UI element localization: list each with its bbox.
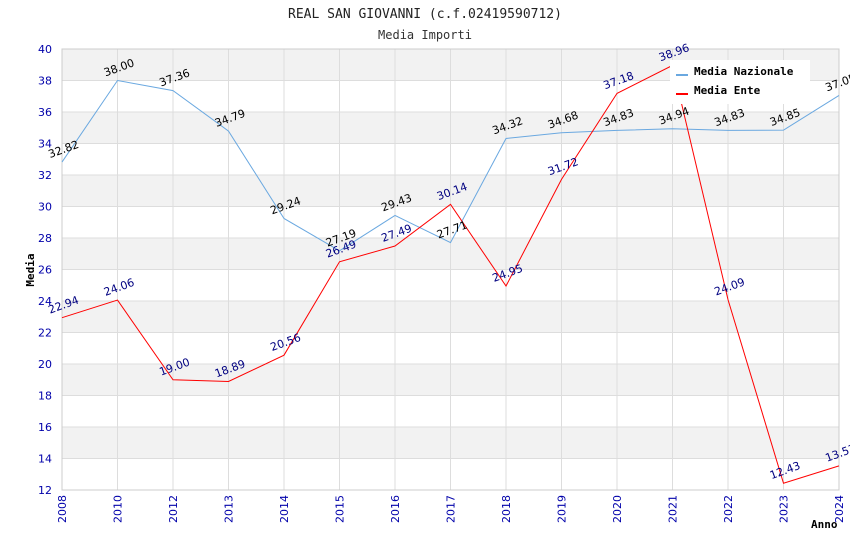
x-tick-label: 2020 bbox=[611, 495, 624, 523]
y-tick-label: 26 bbox=[38, 264, 52, 277]
x-tick-label: 2015 bbox=[334, 495, 347, 523]
x-tick-label: 2019 bbox=[556, 495, 569, 523]
x-tick-label: 2018 bbox=[500, 495, 513, 523]
x-tick-label: 2013 bbox=[223, 495, 236, 523]
x-tick-label: 2016 bbox=[389, 495, 402, 523]
y-tick-label: 14 bbox=[38, 453, 52, 466]
x-tick-label: 2014 bbox=[278, 495, 291, 523]
x-tick-label: 2021 bbox=[667, 495, 680, 523]
y-tick-label: 16 bbox=[38, 421, 52, 434]
y-tick-label: 30 bbox=[38, 201, 52, 214]
grid-lines bbox=[61, 48, 840, 491]
legend-box bbox=[670, 60, 810, 104]
y-tick-label: 20 bbox=[38, 358, 52, 371]
y-tick-label: 32 bbox=[38, 169, 52, 182]
y-tick-label: 38 bbox=[38, 75, 52, 88]
y-tick-label: 22 bbox=[38, 327, 52, 340]
chart-title: REAL SAN GIOVANNI (c.f.02419590712) bbox=[288, 7, 562, 22]
x-axis-ticks: 2008 2010 2012 2013 2014 2015 2016 2017 2018 2019… bbox=[56, 495, 846, 523]
x-tick-label: 2022 bbox=[722, 495, 735, 523]
y-axis-label: Media bbox=[24, 253, 37, 286]
x-tick-label: 2010 bbox=[112, 495, 125, 523]
x-tick-label: 2023 bbox=[778, 495, 791, 523]
y-tick-label: 34 bbox=[38, 138, 52, 151]
chart-subtitle: Media Importi bbox=[378, 28, 472, 42]
y-tick-label: 40 bbox=[38, 43, 52, 56]
y-tick-label: 12 bbox=[38, 484, 52, 497]
y-tick-label: 28 bbox=[38, 232, 52, 245]
y-tick-label: 24 bbox=[38, 295, 52, 308]
legend-entry: Media Nazionale bbox=[694, 65, 794, 78]
x-tick-label: 2008 bbox=[56, 495, 69, 523]
plot-area-border bbox=[61, 48, 840, 491]
y-tick-label: 36 bbox=[38, 106, 52, 119]
legend-entry: Media Ente bbox=[694, 84, 761, 97]
y-axis-ticks: 12 14 16 18 20 22 24 26 28 30 32 34 36 38 40 bbox=[38, 43, 52, 497]
x-tick-label: 2024 bbox=[833, 495, 846, 523]
x-axis-label: Anno bbox=[811, 518, 838, 531]
series-lines bbox=[61, 64, 840, 484]
x-tick-label: 2012 bbox=[167, 495, 180, 523]
y-tick-label: 18 bbox=[38, 390, 52, 403]
x-tick-label: 2017 bbox=[445, 495, 458, 523]
legend: Media Nazionale Media Ente bbox=[670, 60, 810, 104]
